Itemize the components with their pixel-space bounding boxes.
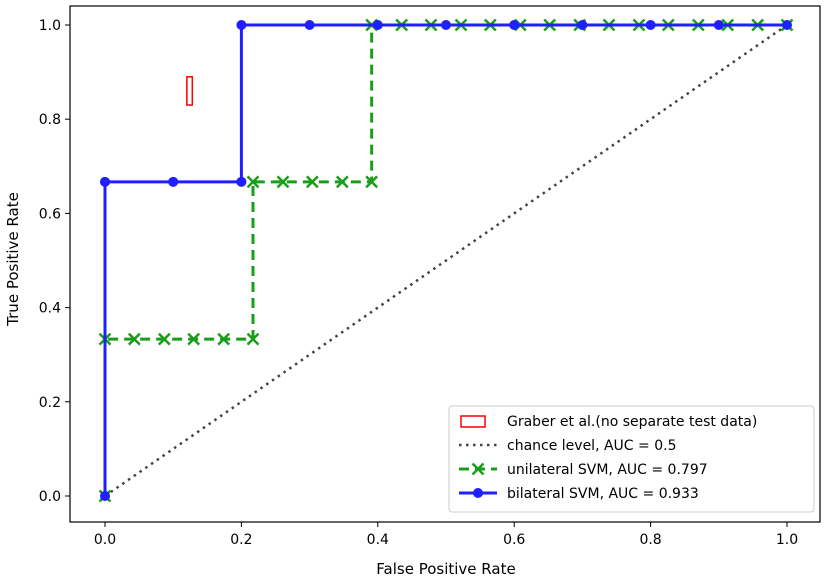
series-point-0 — [304, 20, 315, 30]
y-tick-label: 0.4 — [39, 301, 61, 317]
series-point-1 — [335, 175, 349, 189]
marker-stroke — [127, 332, 141, 346]
legend-label: unilateral SVM, AUC = 0.797 — [507, 462, 708, 478]
marker-stroke — [335, 175, 349, 189]
legend-item: unilateral SVM, AUC = 0.797 — [459, 462, 708, 478]
series-line-2 — [104, 23, 788, 498]
y-tick-label: 0.6 — [39, 206, 61, 222]
legend-item: Graber et al.(no separate test data) — [460, 414, 757, 430]
series-point-0 — [372, 20, 383, 30]
marker-stroke — [157, 332, 171, 346]
x-tick-label: 0.2 — [230, 532, 252, 548]
legend-label: Graber et al.(no separate test data) — [507, 414, 757, 430]
y-tick-label: 1.0 — [39, 18, 61, 34]
series-point-0 — [100, 176, 110, 187]
marker-stroke — [276, 175, 290, 189]
x-tick-label: 0.4 — [367, 532, 389, 548]
series-point-0 — [645, 20, 656, 30]
series-point-1 — [365, 175, 379, 189]
series-point-0 — [168, 176, 179, 187]
marker-stroke — [246, 332, 260, 346]
legend-label: chance level, AUC = 0.5 — [507, 438, 676, 454]
legend-swatch — [460, 415, 486, 428]
x-tick-label: 0.8 — [639, 532, 661, 548]
series-point-1 — [157, 332, 171, 346]
series-point-0 — [236, 20, 247, 30]
legend: Graber et al.(no separate test data) chan… — [448, 405, 815, 513]
y-tick-label: 0.2 — [39, 395, 61, 411]
y-tick-label: 0.8 — [39, 112, 61, 128]
legend-item: bilateral SVM, AUC = 0.933 — [459, 486, 699, 502]
marker-stroke — [305, 175, 319, 189]
legend-marker — [471, 462, 485, 476]
series-point-1 — [217, 332, 231, 346]
marker-stroke — [246, 175, 260, 189]
x-tick-label: 1.0 — [776, 532, 798, 548]
legend-marker — [473, 488, 483, 498]
legend-item: chance level, AUC = 0.5 — [459, 438, 676, 454]
series-point-0 — [782, 20, 792, 30]
y-axis-label: True Positive Rate — [4, 192, 22, 327]
marker-stroke — [365, 175, 379, 189]
marker-stroke — [187, 332, 201, 346]
annotation-rect — [186, 76, 194, 106]
series-point-0 — [441, 20, 451, 30]
y-tick-label: 0.0 — [39, 489, 61, 505]
legend-box — [448, 405, 815, 513]
series-point-0 — [236, 176, 247, 187]
series-point-0 — [577, 20, 588, 30]
series-point-1 — [127, 332, 141, 346]
legend-label: bilateral SVM, AUC = 0.933 — [507, 486, 699, 502]
series-point-1 — [246, 175, 260, 189]
marker-stroke — [217, 332, 231, 346]
x-axis-label: False Positive Rate — [376, 560, 515, 578]
series-point-1 — [187, 332, 201, 346]
series-point-0 — [713, 20, 724, 30]
series-point-1 — [246, 332, 260, 346]
x-tick-label: 0.0 — [94, 532, 116, 548]
plot-area — [98, 18, 794, 503]
series-point-0 — [100, 491, 110, 501]
x-tick-label: 0.6 — [503, 532, 525, 548]
series-point-1 — [276, 175, 290, 189]
series-point-0 — [509, 20, 520, 30]
series-point-1 — [305, 175, 319, 189]
axes-frame — [69, 5, 821, 523]
